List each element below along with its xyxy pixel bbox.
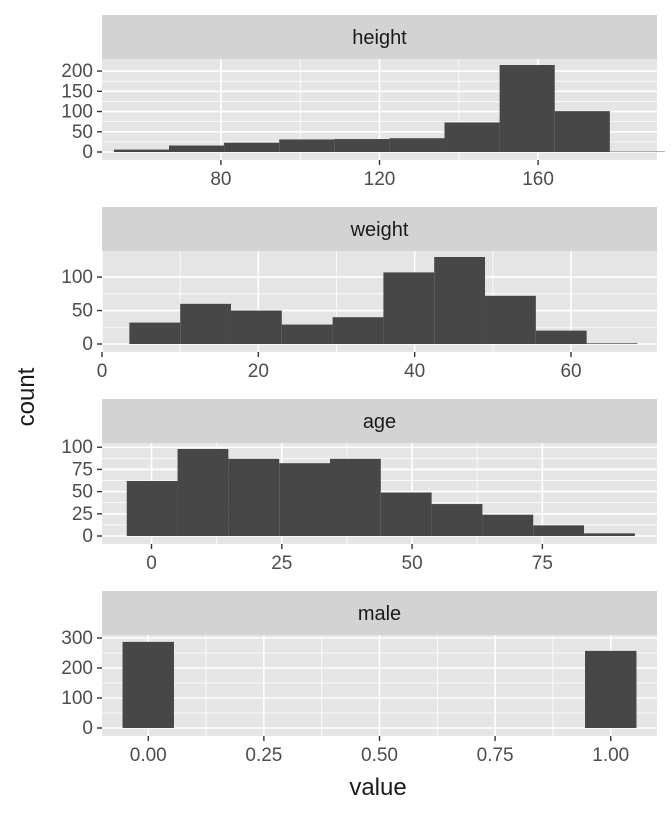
facet-strip-label: weight — [350, 219, 409, 241]
y-tick-label: 0 — [82, 718, 93, 739]
y-tick-label: 0 — [82, 334, 93, 355]
x-tick-label: 50 — [402, 553, 423, 574]
histogram-bar — [585, 650, 637, 728]
histogram-bar — [380, 492, 432, 536]
histogram-bar — [122, 641, 174, 728]
histogram-bar — [533, 525, 585, 536]
x-tick-label: 0.50 — [361, 745, 398, 766]
facet-strip-label: male — [358, 603, 401, 625]
y-tick-label: 300 — [61, 628, 93, 649]
facet-strip — [102, 591, 657, 635]
facet-weight: weight 0 50 100 0 20 40 60 — [61, 207, 657, 382]
histogram-bar — [281, 324, 333, 344]
y-tick-label: 200 — [61, 658, 93, 679]
y-tick-label: 200 — [61, 61, 93, 82]
histogram-bar — [230, 310, 282, 344]
y-tick-label: 100 — [61, 688, 93, 709]
histogram-bar — [554, 111, 610, 152]
histogram-bar — [586, 343, 638, 344]
histogram-bar — [279, 139, 335, 152]
histogram-bar — [485, 295, 536, 344]
y-tick-label: 150 — [61, 81, 93, 102]
y-tick-label: 50 — [72, 301, 93, 322]
facet-strip — [102, 15, 657, 59]
x-tick-label: 0.00 — [130, 745, 167, 766]
histogram-bar — [129, 322, 181, 344]
histogram-bar — [177, 449, 229, 536]
y-tick-label: 50 — [72, 482, 93, 503]
histogram-bar — [482, 514, 534, 536]
x-axis-title: value — [349, 774, 406, 801]
x-tick-label: 40 — [404, 361, 425, 382]
histogram-bar — [431, 504, 483, 536]
histogram-bar — [535, 330, 587, 344]
x-tick-label: 60 — [560, 361, 581, 382]
histogram-bar — [434, 257, 486, 344]
facet-male: male 0 100 200 300 0.00 0.25 0.50 0.75 1.00 — [61, 591, 657, 766]
y-tick-label: 50 — [72, 122, 93, 143]
histogram-bar — [332, 317, 384, 344]
histogram-bar — [113, 149, 169, 152]
x-tick-label: 0.25 — [245, 745, 282, 766]
facet-strip — [102, 399, 657, 443]
histogram-bar — [168, 145, 225, 152]
y-tick-label: 100 — [61, 267, 93, 288]
y-tick-label: 100 — [61, 102, 93, 123]
histogram-bar — [499, 65, 555, 152]
x-tick-label: 25 — [271, 553, 292, 574]
facet-strip-label: age — [363, 411, 396, 433]
x-tick-label: 1.00 — [592, 745, 629, 766]
x-tick-label: 160 — [522, 169, 554, 190]
histogram-bar — [180, 303, 231, 344]
facet-strip — [102, 207, 657, 251]
histogram-bar — [126, 480, 178, 536]
x-tick-label: 0.75 — [477, 745, 514, 766]
histogram-bar — [334, 139, 390, 152]
histogram-bar — [383, 272, 435, 344]
histogram-bar — [329, 458, 381, 536]
histogram-bar — [389, 138, 445, 152]
x-tick-label: 0 — [97, 361, 108, 382]
x-tick-label: 0 — [146, 553, 157, 574]
x-tick-label: 120 — [364, 169, 396, 190]
x-tick-label: 80 — [210, 169, 231, 190]
y-tick-label: 100 — [61, 437, 93, 458]
x-tick-label: 20 — [248, 361, 269, 382]
y-tick-label: 0 — [82, 142, 93, 163]
y-tick-label: 75 — [72, 459, 93, 480]
y-axis-title: count — [13, 367, 40, 426]
histogram-bar — [584, 533, 635, 536]
x-tick-label: 75 — [532, 553, 553, 574]
histogram-bar — [228, 458, 280, 536]
y-tick-label: 25 — [72, 504, 93, 525]
histogram-bar — [444, 122, 500, 152]
y-tick-label: 0 — [82, 526, 93, 547]
facet-strip-label: height — [352, 27, 407, 49]
histogram-bar — [279, 463, 330, 536]
histogram-bar — [224, 142, 280, 152]
